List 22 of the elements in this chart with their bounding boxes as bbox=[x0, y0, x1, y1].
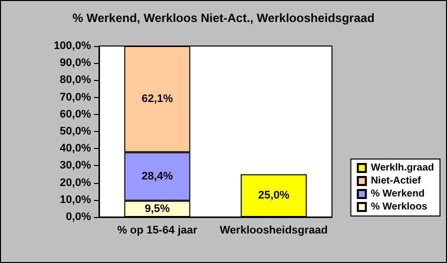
x-tick-label: % op 15-64 jaar bbox=[117, 224, 198, 236]
data-label: 25,0% bbox=[258, 190, 290, 202]
y-tick-label: 70,0% bbox=[60, 91, 92, 104]
legend-label: % Werkend bbox=[370, 188, 425, 200]
y-tick-label: 20,0% bbox=[60, 176, 92, 189]
y-tick-label: 50,0% bbox=[60, 126, 92, 138]
y-tick-label: 60,0% bbox=[60, 108, 92, 120]
data-label: 9,5% bbox=[144, 202, 170, 215]
x-tick-label: Werkloosheidsgraad bbox=[220, 224, 328, 236]
legend-label: Niet-Actief bbox=[370, 176, 422, 186]
y-tick-label: 30,0% bbox=[60, 160, 92, 172]
data-label: 62,1% bbox=[142, 93, 174, 106]
y-tick-label: 0,0% bbox=[66, 211, 92, 223]
y-tick-label: 90,0% bbox=[60, 57, 92, 70]
y-tick-label: 10,0% bbox=[60, 194, 92, 206]
legend-label: % Werkloos bbox=[370, 202, 428, 212]
legend-label: Werklh.graad bbox=[370, 162, 434, 174]
data-label: 28,4% bbox=[142, 170, 174, 182]
y-tick-label: 80,0% bbox=[60, 74, 92, 86]
y-tick-label: 40,0% bbox=[60, 142, 92, 155]
y-tick-label: 100,0% bbox=[54, 40, 92, 52]
chart-title: % Werkend, Werkloos Niet-Act., Werkloosheidsgraad bbox=[72, 11, 375, 25]
